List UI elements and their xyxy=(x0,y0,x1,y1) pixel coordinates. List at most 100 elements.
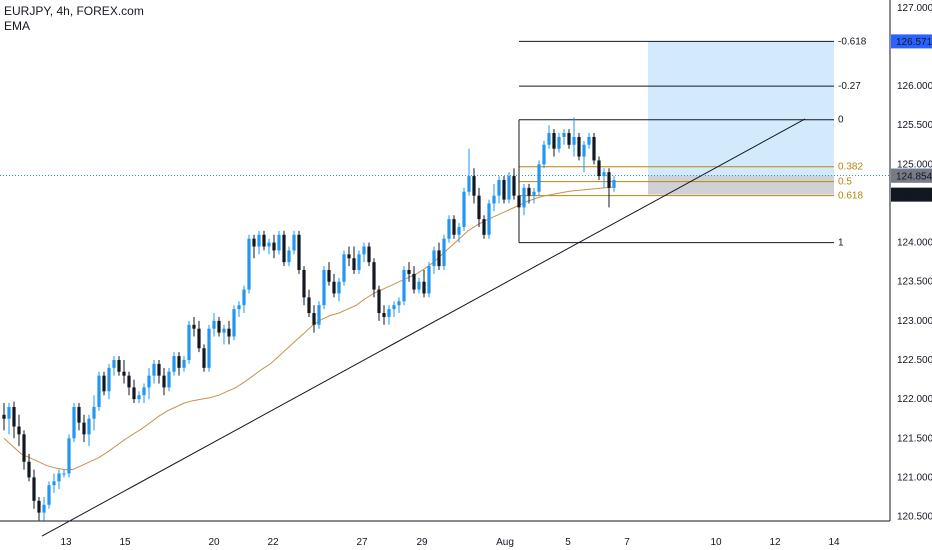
candle-body xyxy=(122,371,126,376)
candle-body xyxy=(222,328,226,333)
candle-body xyxy=(22,434,26,462)
fib-level-label: -0.27 xyxy=(838,81,861,92)
candle-body xyxy=(482,219,486,235)
candle-body xyxy=(67,438,71,474)
candle-body xyxy=(387,309,391,317)
x-tick-label: 12 xyxy=(769,537,781,548)
candle-body xyxy=(52,481,56,486)
candle-body xyxy=(352,258,356,270)
candle-body xyxy=(322,270,326,306)
candle-body xyxy=(157,363,161,376)
candle-body xyxy=(152,363,156,376)
candle-body xyxy=(477,195,481,220)
candle-body xyxy=(207,328,211,368)
candle-body xyxy=(397,301,401,306)
indicator-label: EMA xyxy=(4,19,31,33)
y-tick-label: 124.000 xyxy=(897,238,932,249)
candle-body xyxy=(12,406,16,427)
y-tick-label: 123.500 xyxy=(897,277,932,288)
candle-body xyxy=(232,309,236,337)
candle-body xyxy=(202,348,206,368)
candle-body xyxy=(512,176,516,196)
candle-body xyxy=(252,238,256,247)
candle-body xyxy=(347,254,351,259)
candle-body xyxy=(342,254,346,282)
candle-body xyxy=(282,234,286,263)
candle-body xyxy=(487,203,491,235)
candle-body xyxy=(47,485,51,505)
x-tick-label: 7 xyxy=(624,537,630,548)
candle-body xyxy=(297,234,301,270)
candle-body xyxy=(447,219,451,239)
candle-body xyxy=(437,250,441,267)
candle-body xyxy=(357,254,361,270)
candle-body xyxy=(327,270,331,282)
candle-body xyxy=(242,289,246,306)
candle-body xyxy=(457,226,461,235)
candle-body xyxy=(572,136,576,145)
candle-body xyxy=(72,406,76,439)
candle-body xyxy=(167,371,171,388)
x-tick-label: 22 xyxy=(267,537,279,548)
candle-body xyxy=(17,426,21,435)
chart-legend: EURJPY, 4h, FOREX.com EMA xyxy=(4,4,144,34)
candle-body xyxy=(582,144,586,157)
candle-body xyxy=(187,324,191,360)
candle-body xyxy=(497,180,501,196)
candle-body xyxy=(172,356,176,372)
y-tick-label: 123.000 xyxy=(897,316,932,327)
candle-body xyxy=(42,504,46,513)
candle-body xyxy=(272,242,276,251)
candle-body xyxy=(197,328,201,349)
candle-body xyxy=(612,180,616,188)
candle-body xyxy=(587,136,591,145)
candle-body xyxy=(132,387,136,400)
candle-body xyxy=(277,234,281,251)
fib-level-label: 1 xyxy=(838,238,844,249)
position-stop-zone xyxy=(648,175,834,195)
candle-body xyxy=(432,250,436,267)
candle-body xyxy=(212,320,216,329)
candle-body xyxy=(37,500,41,513)
candle-body xyxy=(442,238,446,267)
candle-body xyxy=(62,473,66,475)
candle-body xyxy=(422,281,426,294)
candle-body xyxy=(402,270,406,302)
y-tick-label: 127.000 xyxy=(897,3,932,14)
x-tick-label: 15 xyxy=(119,537,131,548)
candle-body xyxy=(82,422,86,435)
candle-body xyxy=(87,418,91,435)
candle-body xyxy=(607,172,611,188)
x-tick-label: 20 xyxy=(208,537,220,548)
x-tick-label: 5 xyxy=(565,537,571,548)
candle-body xyxy=(452,219,456,235)
candle-body xyxy=(537,164,541,192)
candle-body xyxy=(227,328,231,337)
candle-body xyxy=(77,406,81,423)
candle-body xyxy=(32,477,36,501)
candle-body xyxy=(547,133,551,145)
candle-body xyxy=(2,414,6,419)
candle-body xyxy=(107,367,111,392)
candle-body xyxy=(292,234,296,251)
candle-body xyxy=(492,195,496,204)
candle-body xyxy=(472,176,476,196)
candle-body xyxy=(332,281,336,294)
candle-body xyxy=(577,136,581,157)
y-tick-label: 121.000 xyxy=(897,472,932,483)
candle-body xyxy=(592,136,596,161)
candle-body xyxy=(267,242,271,247)
x-tick-label: 27 xyxy=(356,537,368,548)
x-tick-label: 13 xyxy=(60,537,72,548)
x-tick-label: 10 xyxy=(710,537,722,548)
candle-body xyxy=(312,313,316,325)
candle-body xyxy=(307,297,311,314)
candle-body xyxy=(317,305,321,325)
candle-body xyxy=(427,266,431,294)
y-tick-label: 126.000 xyxy=(897,81,932,92)
candle-body xyxy=(147,375,151,388)
candle-body xyxy=(27,461,31,478)
price-badge-label: 126.571 xyxy=(896,37,932,48)
price-badge-label: 124.854 xyxy=(896,171,932,182)
